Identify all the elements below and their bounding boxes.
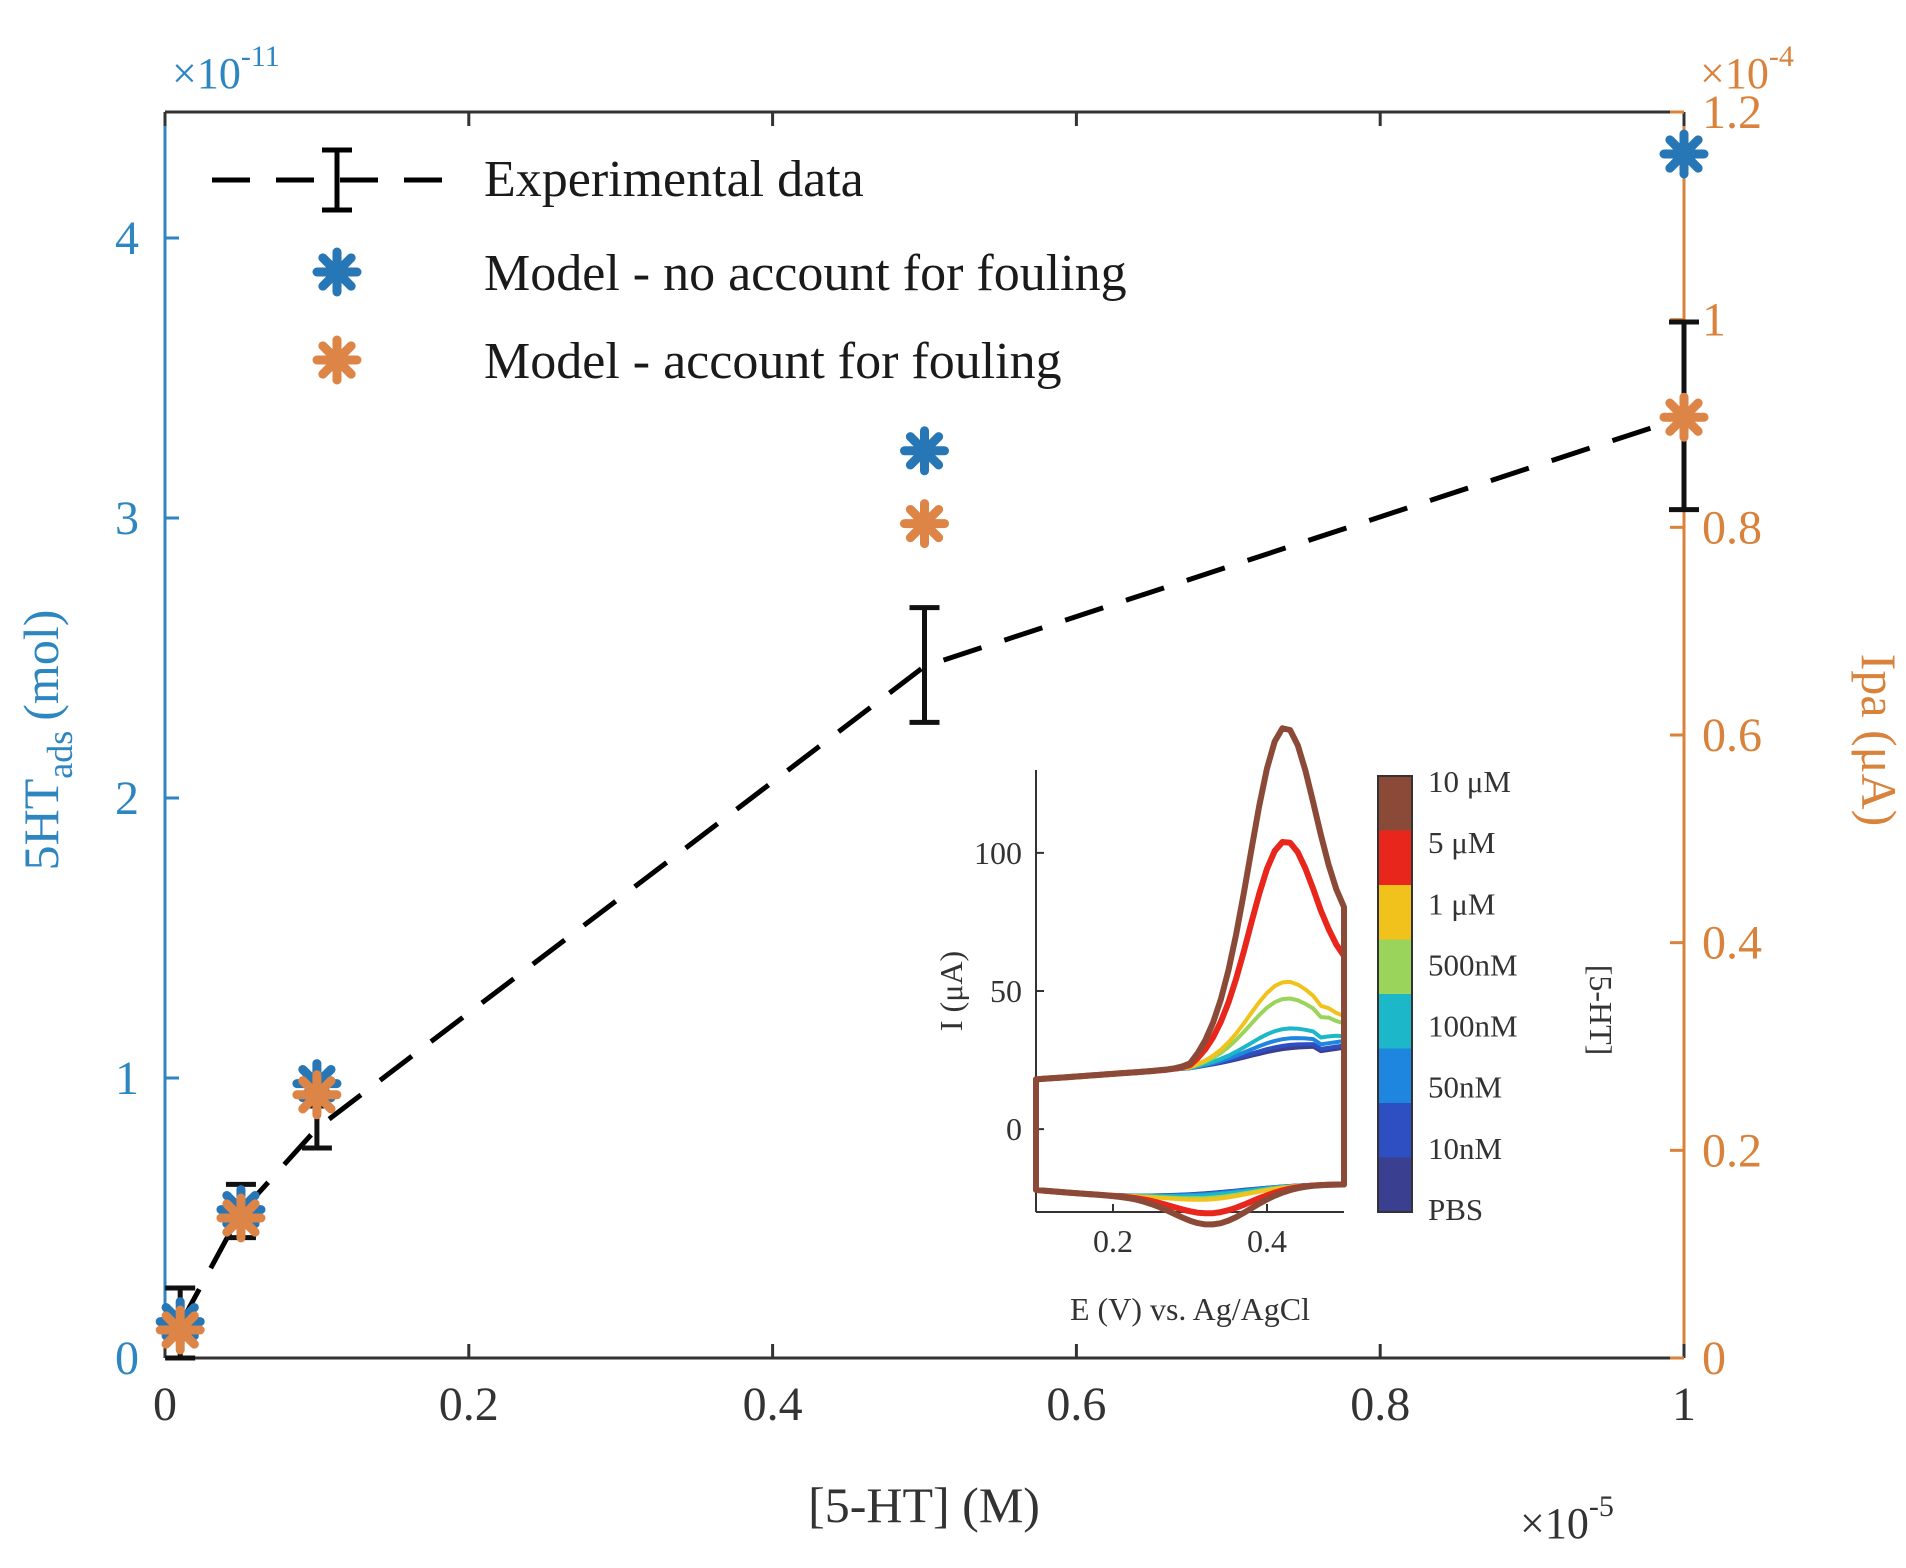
colorbar-segment	[1378, 1048, 1412, 1104]
inset-cv-curve	[1033, 725, 1347, 1228]
right-y-tick-label: 0	[1702, 1332, 1726, 1385]
legend-label-experimental: Experimental data	[484, 151, 864, 208]
x-axis-multiplier: ×10-5	[1520, 1490, 1614, 1548]
legend-asterisk-fouling-icon	[312, 335, 362, 385]
legend-star	[312, 247, 362, 297]
svg-text:Ipa (μA): Ipa (μA)	[1851, 654, 1906, 827]
colorbar-tick-label: 10nM	[1428, 1131, 1502, 1166]
colorbar-frame	[1377, 775, 1413, 1213]
left-y-tick-label: 4	[115, 212, 139, 265]
x-tick-label: 0.2	[439, 1378, 499, 1431]
colorbar-segment	[1378, 1103, 1412, 1158]
colorbar-tick-label: 50nM	[1428, 1070, 1502, 1105]
x-ticks: 0 0.2 0.4 0.6 0.8 1	[153, 112, 1696, 1431]
inset-x-label: E (V) vs. Ag/AgCl	[1070, 1291, 1310, 1327]
right-y-tick-label: 1.2	[1702, 86, 1762, 139]
left-y-tick-label: 1	[115, 1052, 139, 1105]
right-axis-label: Ipa (μA)	[1851, 654, 1906, 827]
colorbar-segment	[1378, 994, 1412, 1049]
colorbar-tick-label: 100nM	[1428, 1009, 1518, 1044]
legend-label-fouling: Model - account for fouling	[484, 333, 1062, 390]
colorbar-segment	[1378, 939, 1412, 995]
inset-y-tick-label: 0	[1006, 1111, 1022, 1147]
right-y-ticks: 0 0.2 0.4 0.6 0.8 1 1.2	[1670, 86, 1762, 1385]
experimental-line	[177, 414, 1685, 1326]
model-fouling-point	[216, 1193, 266, 1243]
left-y-tick-label: 0	[115, 1332, 139, 1385]
left-y-ticks: 0 1 2 3 4	[115, 212, 179, 1385]
model-fouling-point	[900, 499, 949, 549]
colorbar-segment	[1378, 885, 1412, 940]
inset-y-tick-label: 50	[990, 973, 1022, 1009]
legend: Experimental data Model - no account for…	[212, 147, 1127, 390]
inset-y-label: I (μA)	[933, 951, 969, 1031]
colorbar-tick-label: PBS	[1428, 1192, 1483, 1227]
inset-colorbar	[1377, 775, 1413, 1213]
legend-star	[312, 335, 362, 385]
model-no-fouling-point	[1659, 129, 1709, 179]
legend-label-no-fouling: Model - no account for fouling	[484, 245, 1127, 302]
right-y-tick-label: 1	[1702, 294, 1726, 347]
left-y-tick-label: 2	[115, 772, 139, 825]
colorbar-segment	[1378, 1157, 1412, 1213]
colorbar-tick-label: 5 μM	[1428, 825, 1495, 860]
legend-asterisk-no-fouling-icon	[312, 247, 362, 297]
inset-curves	[1033, 725, 1347, 1228]
right-y-tick-label: 0.2	[1702, 1124, 1762, 1177]
x-axis-label: [5-HT] (M)	[808, 1477, 1040, 1533]
inset-background	[1036, 770, 1344, 1212]
experimental-errorbar	[909, 605, 940, 725]
inset-y-ticks: 0 50 100	[974, 835, 1044, 1147]
left-y-tick-label: 3	[115, 492, 139, 545]
inset-x-ticks: 0.2 0.4	[1093, 1204, 1287, 1259]
svg-text:[5-HT]: [5-HT]	[1583, 965, 1619, 1056]
x-tick-label: 0.6	[1046, 1378, 1106, 1431]
inset-x-tick-label: 0.4	[1247, 1223, 1287, 1259]
inset-x-tick-label: 0.2	[1093, 1223, 1133, 1259]
inset-colorbar-labels: 10 μM 5 μM 1 μM 500nM 100nM 50nM 10nM PBS	[1428, 764, 1518, 1227]
x-tick-label: 1	[1672, 1378, 1696, 1431]
model-fouling-series	[155, 392, 1709, 1355]
x-tick-label: 0.4	[743, 1378, 803, 1431]
svg-text:I (μA): I (μA)	[933, 951, 969, 1031]
inset-cv-plot: 0.2 0.4 0 50 100 E (V) vs. Ag/AgCl I (μA) 1…	[933, 725, 1619, 1327]
colorbar-tick-label: 500nM	[1428, 947, 1518, 982]
colorbar-segment	[1378, 830, 1412, 886]
colorbar-tick-label: 1 μM	[1428, 886, 1495, 921]
model-no-fouling-point	[900, 426, 949, 476]
model-fouling-point	[1659, 392, 1709, 442]
inset-y-tick-label: 100	[974, 835, 1022, 871]
colorbar-title: [5-HT]	[1583, 965, 1619, 1056]
left-axis-label: 5HTads(mol)	[13, 610, 80, 871]
right-y-tick-label: 0.4	[1702, 917, 1762, 970]
right-y-tick-label: 0.8	[1702, 501, 1762, 554]
colorbar-tick-label: 10 μM	[1428, 764, 1511, 799]
x-tick-label: 0.8	[1350, 1378, 1410, 1431]
model-fouling-point	[155, 1305, 205, 1355]
x-tick-label: 0	[153, 1378, 177, 1431]
svg-text:5HTads(mol): 5HTads(mol)	[13, 610, 80, 871]
colorbar-segment	[1378, 776, 1412, 831]
model-fouling-point	[292, 1070, 342, 1120]
right-axis-multiplier: ×10-4	[1700, 40, 1794, 98]
left-axis-multiplier: ×10-11	[172, 40, 280, 98]
right-y-tick-label: 0.6	[1702, 709, 1762, 762]
